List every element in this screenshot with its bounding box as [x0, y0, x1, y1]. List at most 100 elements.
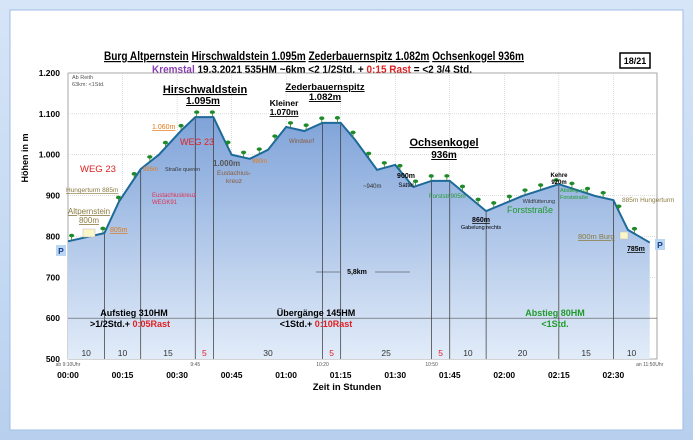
waypoint: Forststraße [560, 195, 588, 201]
section-title: Aufstieg 310HM [100, 308, 168, 318]
waypoint: 1.000m [213, 159, 240, 168]
tree-icon [538, 183, 544, 187]
tree-icon [303, 123, 309, 127]
peak-alt: 1.070m [270, 107, 299, 117]
title-part: Zederbauernspitz 1.082m [308, 49, 429, 63]
castle-icon [82, 228, 96, 238]
clock-time-label: ab 9:10Uhr [56, 362, 81, 368]
tree-icon [475, 197, 481, 202]
chart-title: Burg Altpernstein Hirschwaldstein 1.095m… [104, 49, 524, 63]
tree-icon [459, 184, 466, 189]
distance-label: 5,8km [347, 269, 367, 276]
tree-icon [69, 233, 75, 238]
segment-duration: 10 [118, 348, 128, 358]
waypoint: ~940m [363, 184, 382, 190]
parking-icon [655, 239, 665, 250]
waypoint: Abstieg zur [560, 188, 588, 194]
y-tick-label: 600 [46, 313, 60, 323]
y-tick-label: 1.100 [39, 109, 61, 119]
x-tick-label: 02:00 [493, 370, 515, 380]
tree-icon [334, 116, 341, 120]
x-tick-label: 01:45 [439, 370, 461, 380]
page-badge [619, 52, 651, 69]
clock-time-label: 10:50 [425, 362, 438, 368]
tree-icon [209, 110, 215, 114]
tree-icon [412, 179, 419, 184]
waypoint: Straße queren [165, 167, 200, 173]
segment-duration: 5 [438, 348, 443, 358]
tree-icon [569, 181, 575, 186]
route-label: Forststraße [507, 205, 553, 215]
waypoint: Eustachiuskreuz [152, 193, 196, 199]
waypoint: 800m Burg [578, 232, 615, 241]
tree-icon [272, 134, 278, 138]
waypoint: 885m Hungerturm [622, 197, 674, 204]
waypoint: WEGK91 [152, 200, 178, 206]
parking-icon [56, 245, 66, 256]
tree-icon [491, 201, 497, 205]
peak-label: Ochsenkogel [409, 137, 478, 149]
waypoint: Gabelung rechts [461, 225, 502, 231]
castle-icon [619, 231, 629, 240]
waypoint: 860m [472, 217, 490, 224]
waypoint: 1.060m [152, 124, 176, 131]
waypoint: 900m [397, 173, 415, 180]
section-title: Abstieg 80HM [525, 308, 585, 318]
tree-icon [381, 161, 387, 165]
tree-icon [522, 188, 528, 192]
tree-icon [178, 123, 184, 128]
tree-icon [506, 194, 512, 199]
tree-icon [115, 195, 122, 200]
annotations: Ab Reith 63km: <1Std. Hirschwaldstein 1.… [20, 75, 674, 393]
peak-alt: 1.095m [186, 96, 220, 107]
peak-label: Zederbauernspitz [285, 82, 364, 93]
tree-icon [100, 226, 106, 231]
tree-icon [319, 116, 325, 120]
y-tick-label: 500 [46, 354, 60, 364]
tree-icon [194, 110, 200, 114]
segment-duration: 15 [163, 348, 173, 358]
clock-time-label: an 11:50Uhr [636, 362, 663, 368]
y-tick-label: 1.200 [39, 68, 61, 78]
x-tick-label: 02:15 [548, 370, 570, 380]
tree-icon [162, 140, 169, 145]
parking-label: P [58, 246, 64, 256]
tree-icon [616, 204, 622, 209]
tree-icon [225, 140, 231, 145]
waypoint: Windwurf [289, 139, 314, 145]
waypoint: Kehre [550, 173, 568, 179]
plot-area: 500 600 700 800 900 1.000 1.100 1.200 00:00 00:15… [39, 68, 664, 380]
segment-duration: 10 [463, 348, 473, 358]
clock-time-label: 9:45 [190, 362, 200, 368]
route-label: WEG 23 [180, 137, 214, 147]
x-tick-label: 00:15 [112, 370, 134, 380]
peak-label: Kleiner [270, 98, 300, 108]
title-part: Ochsenkogel 936m [432, 49, 524, 63]
y-axis-label: Höhen in m [20, 134, 30, 183]
parking-label: P [657, 240, 663, 250]
tree-icon [366, 151, 372, 156]
x-tick-label: 01:15 [330, 370, 352, 380]
tree-icon [631, 226, 638, 231]
waypoint: 920m [551, 180, 566, 186]
y-tick-label: 800 [46, 231, 60, 241]
x-tick-label: 00:00 [57, 370, 79, 380]
section-time: <1Std. [541, 319, 568, 329]
waypoint: Wildfütterung [523, 199, 555, 205]
title-part: Hirschwaldstein 1.095m [191, 49, 305, 63]
segment-duration: 30 [263, 348, 273, 358]
section-title: Übergänge 145HM [277, 308, 356, 318]
section-time: <1Std.+ 0:10Rast [280, 319, 353, 329]
start-info: 63km: <1Std. [72, 82, 105, 88]
x-axis-label: Zeit in Stunden [313, 382, 382, 393]
segment-duration: 5 [202, 348, 207, 358]
tree-icon [584, 186, 591, 191]
segment-duration: 25 [381, 348, 391, 358]
tree-icon [147, 155, 153, 159]
start-info: Ab Reith [72, 75, 93, 81]
title-part: Burg Altpernstein [104, 49, 189, 63]
tree-icon [600, 190, 606, 195]
waypoint: Hungerturm 885m [66, 187, 118, 194]
waypoint: 990m [252, 159, 267, 165]
